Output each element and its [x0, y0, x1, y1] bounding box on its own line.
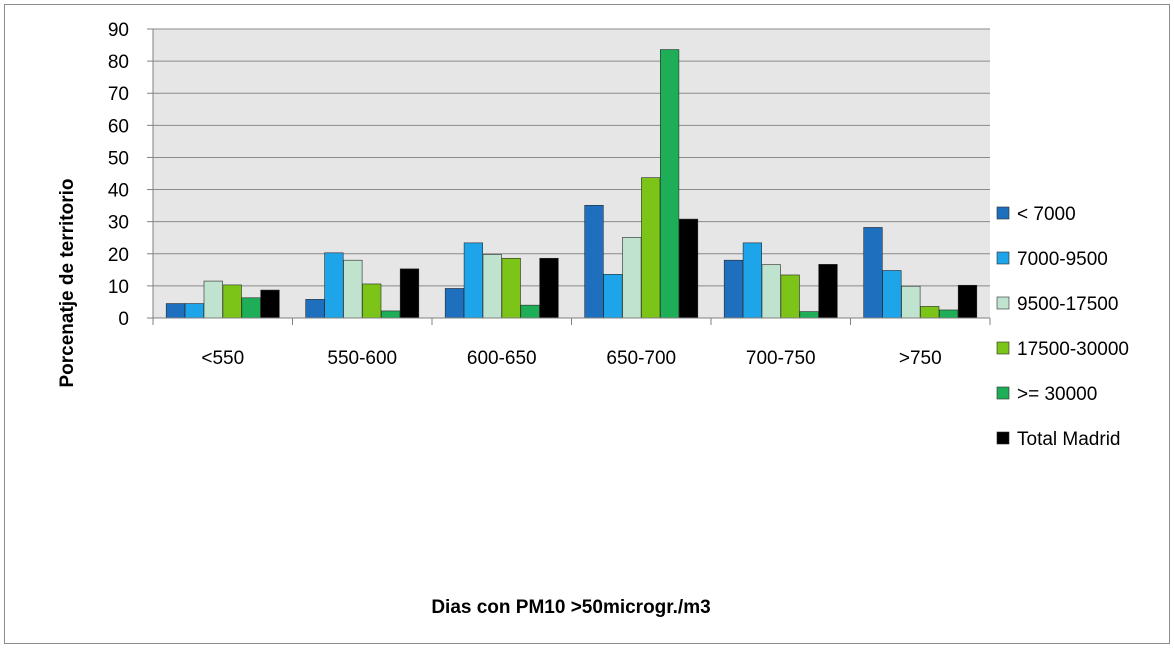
- bar: [203, 280, 223, 319]
- bar: [641, 177, 661, 319]
- bar: [362, 283, 382, 319]
- bar: [761, 264, 781, 319]
- bar: [938, 309, 959, 319]
- bar: [343, 259, 363, 319]
- bar: [659, 49, 680, 319]
- bar: [324, 252, 344, 319]
- bar: [678, 218, 699, 319]
- y-tick-label: 50: [108, 148, 129, 169]
- bar: [399, 268, 420, 319]
- legend-label: < 7000: [1017, 204, 1076, 225]
- y-tick-label: 20: [108, 245, 129, 266]
- axes: [152, 29, 990, 319]
- bars: [152, 49, 991, 325]
- bar: [241, 297, 261, 319]
- x-tick-label: 600-650: [467, 348, 537, 369]
- x-axis-title: Dias con PM10 >50microgr./m3: [431, 597, 710, 618]
- y-tick-label: 60: [108, 116, 129, 137]
- x-tick-label: >750: [899, 348, 942, 369]
- y-tick-label: 0: [118, 309, 129, 330]
- y-tick-label: 40: [108, 181, 129, 202]
- bar: [165, 303, 186, 319]
- legend-swatch: [996, 386, 1010, 400]
- legend-swatch: [996, 341, 1010, 355]
- legend-label: 17500-30000: [1017, 339, 1129, 360]
- bar: [742, 242, 762, 319]
- bar: [799, 311, 819, 319]
- legend-swatch: [996, 206, 1010, 220]
- y-tick-label: 70: [108, 84, 129, 105]
- legend-label: Total Madrid: [1017, 429, 1121, 450]
- gridlines: [147, 28, 990, 319]
- y-tick-label: 10: [108, 277, 129, 298]
- x-tick-labels: <550 550-600 600-650 650-700 700-750 >750: [201, 348, 941, 369]
- bar: [380, 310, 401, 319]
- legend-swatch: [996, 296, 1010, 310]
- x-tick-label: <550: [201, 348, 244, 369]
- legend-label: 7000-9500: [1017, 249, 1108, 270]
- bar: [305, 299, 325, 319]
- bar: [463, 242, 484, 319]
- x-tick-label: 700-750: [746, 348, 816, 369]
- y-tick-label: 80: [108, 52, 129, 73]
- bar: [882, 270, 902, 319]
- bar: [920, 306, 940, 319]
- y-tick-label: 90: [108, 20, 129, 41]
- bar: [901, 285, 921, 319]
- bar: [780, 274, 800, 319]
- bar: [222, 284, 242, 319]
- y-tick-labels: 0 10 20 30 40 50 60 70 80 90: [108, 20, 129, 330]
- bar: [539, 257, 559, 319]
- bar: [184, 303, 205, 319]
- bar: [863, 227, 883, 319]
- y-tick-label: 30: [108, 213, 129, 234]
- bar: [584, 204, 604, 319]
- bar: [260, 289, 280, 319]
- legend-swatch: [996, 251, 1010, 265]
- y-axis-title: Porcenatje de territorio: [57, 178, 78, 387]
- x-tick-label: 650-700: [606, 348, 676, 369]
- bar: [603, 274, 623, 319]
- legend-swatch: [996, 431, 1010, 445]
- bar: [723, 259, 744, 319]
- bar: [482, 254, 502, 319]
- bar: [957, 284, 978, 319]
- bar: [444, 288, 465, 319]
- x-tick-label: 550-600: [327, 348, 397, 369]
- bar: [520, 304, 540, 319]
- bar: [501, 257, 521, 319]
- bar: [818, 264, 838, 319]
- legend: < 7000 7000-9500 9500-17500 17500-30000 >= 3…: [996, 204, 1129, 450]
- bar: [622, 237, 642, 319]
- legend-label: >= 30000: [1017, 384, 1097, 405]
- plot-area: [153, 29, 990, 318]
- legend-label: 9500-17500: [1017, 294, 1118, 315]
